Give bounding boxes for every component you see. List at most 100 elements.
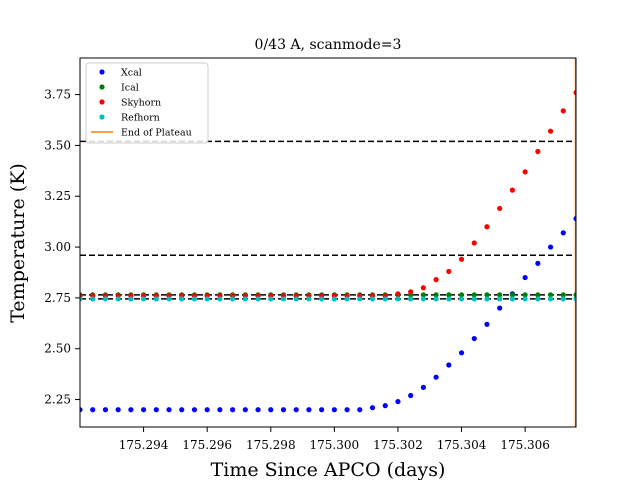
legend-box <box>85 62 209 144</box>
x-tick-label: 175.298 <box>246 438 296 452</box>
ical-point <box>471 292 477 298</box>
refhorn-point <box>471 296 477 302</box>
ical-point <box>535 292 541 298</box>
ical-point <box>573 292 576 298</box>
xcal-point <box>268 407 274 413</box>
x-tick-label: 175.304 <box>437 438 487 452</box>
refhorn-point <box>446 296 452 302</box>
y-tick-label: 2.25 <box>44 393 71 407</box>
xcal-point <box>128 407 134 413</box>
legend-dot-marker <box>99 99 105 105</box>
xcal-point <box>547 244 554 250</box>
xcal-point <box>102 407 109 413</box>
xcal-point <box>306 407 312 413</box>
ical-point <box>509 292 516 298</box>
skyhorn-point <box>471 240 477 246</box>
ical-point <box>547 292 554 298</box>
refhorn-point <box>128 296 134 302</box>
refhorn-point <box>522 296 528 302</box>
y-axis-label: Temperature (K) <box>7 163 29 323</box>
legend-label: Refhorn <box>121 113 160 124</box>
legend-label: Ical <box>121 83 139 94</box>
xcal-point <box>166 407 172 413</box>
xcal-point <box>560 230 566 236</box>
refhorn-point <box>204 296 210 302</box>
x-axis: 175.294 175.296 175.298 175.300 175.302 175.3… <box>119 427 550 452</box>
skyhorn-point <box>560 108 566 114</box>
xcal-point <box>319 407 325 413</box>
xcal-point <box>484 321 490 327</box>
y-tick-label: 2.75 <box>44 291 71 305</box>
xcal-point <box>497 305 503 311</box>
refhorn-point <box>331 296 337 302</box>
refhorn-point <box>319 296 325 302</box>
xcal-point <box>217 407 223 413</box>
xcal-point <box>293 407 299 413</box>
plot-area <box>80 58 576 427</box>
refhorn-point <box>268 296 274 302</box>
xcal-point <box>331 407 337 413</box>
refhorn-point <box>102 296 109 302</box>
x-axis-label: Time Since APCO (days) <box>211 459 446 480</box>
refhorn-point <box>408 296 414 302</box>
refhorn-point <box>382 296 388 302</box>
refhorn-point <box>547 296 554 302</box>
plot-frame <box>79 57 577 428</box>
xcal-point <box>408 392 414 399</box>
skyhorn-point <box>547 128 554 134</box>
refhorn-point <box>191 296 198 302</box>
refhorn-point <box>90 296 96 302</box>
ical-point <box>560 292 566 298</box>
refhorn-point <box>357 296 363 302</box>
skyhorn-point <box>446 268 452 275</box>
y-tick-label: 3.75 <box>44 88 71 102</box>
refhorn-point <box>433 296 439 302</box>
skyhorn-point <box>458 256 465 262</box>
refhorn-point <box>344 296 350 302</box>
series-xcal <box>80 216 576 413</box>
refhorn-point <box>535 296 541 302</box>
legend-label: End of Plateau <box>121 128 192 139</box>
legend: Xcal Ical Skyhorn Refhorn End of Plateau <box>85 62 209 144</box>
skyhorn-point <box>408 289 414 295</box>
refhorn-point <box>242 296 248 302</box>
x-tick-label: 175.302 <box>373 438 423 452</box>
chart-title: 0/43 A, scanmode=3 <box>255 37 402 53</box>
xcal-point <box>471 335 477 342</box>
xcal-point <box>458 350 465 356</box>
xcal-point <box>446 362 452 368</box>
xcal-point <box>242 407 248 413</box>
refhorn-point <box>217 296 223 302</box>
refhorn-point <box>140 296 147 302</box>
refhorn-point <box>395 296 401 302</box>
legend-dot-marker <box>99 69 105 75</box>
refhorn-point <box>280 296 287 302</box>
refhorn-point <box>497 296 503 302</box>
xcal-point <box>115 407 121 413</box>
refhorn-point <box>484 296 490 302</box>
refhorn-point <box>509 296 516 302</box>
refhorn-point <box>255 296 261 302</box>
ical-point <box>420 292 426 298</box>
ical-point <box>522 292 528 298</box>
refhorn-point <box>179 296 185 302</box>
y-tick-label: 3.00 <box>44 240 71 254</box>
skyhorn-point <box>497 205 503 212</box>
x-tick-label: 175.306 <box>500 438 550 452</box>
xcal-point <box>140 407 147 413</box>
skyhorn-point <box>509 187 516 193</box>
xcal-point <box>280 407 287 413</box>
refhorn-point <box>560 296 566 302</box>
refhorn-point <box>420 296 426 302</box>
series-refhorn <box>80 296 576 302</box>
ical-point <box>484 292 490 298</box>
xcal-point <box>179 407 185 413</box>
xcal-point <box>204 407 210 413</box>
legend-label: Skyhorn <box>121 98 161 109</box>
xcal-point <box>369 405 376 411</box>
refhorn-point <box>293 296 299 302</box>
xcal-point <box>90 407 96 413</box>
legend-label: Xcal <box>121 68 142 79</box>
refhorn-point <box>166 296 172 302</box>
y-tick-label: 3.25 <box>44 189 71 203</box>
